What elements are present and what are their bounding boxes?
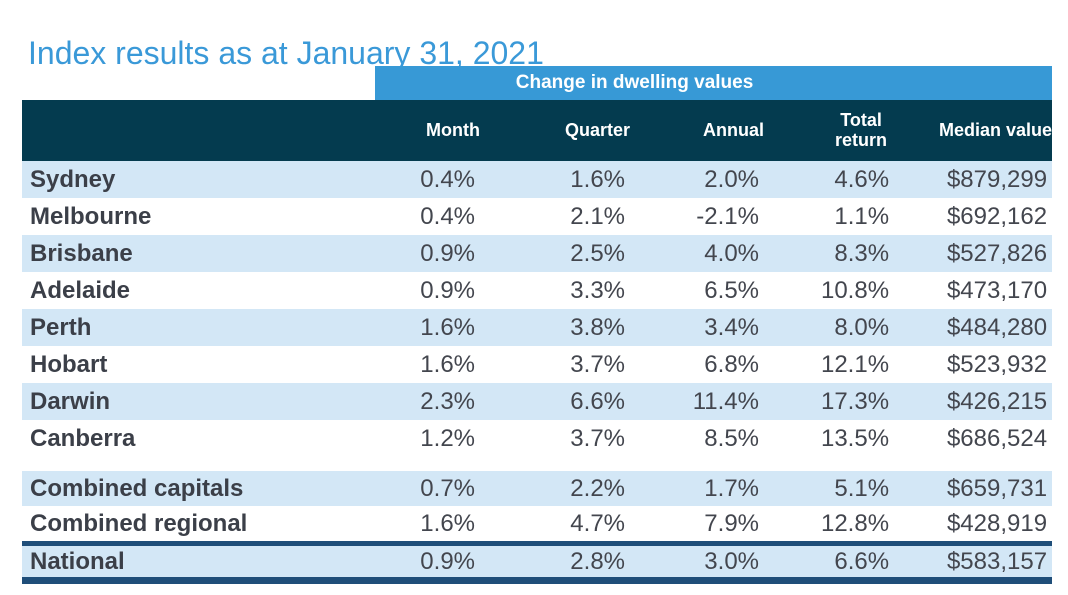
total-return-value: 12.1% <box>764 346 895 383</box>
annual-value: 6.8% <box>630 346 764 383</box>
quarter-value: 2.8% <box>480 541 630 584</box>
month-value: 1.6% <box>375 506 480 544</box>
total-return-value: 10.8% <box>764 272 895 309</box>
month-value: 0.7% <box>375 471 480 506</box>
total-return-value: 12.8% <box>764 506 895 544</box>
total-return-value: 8.3% <box>764 235 895 272</box>
page-title: Index results as at January 31, 2021 <box>28 35 544 72</box>
table-row: Adelaide 0.9% 3.3% 6.5% 10.8% $473,170 <box>22 272 1053 309</box>
header-row: Month Quarter Annual Total return Median… <box>22 100 1053 161</box>
median-value-value: $473,170 <box>894 272 1053 309</box>
table-row: Brisbane 0.9% 2.5% 4.0% 8.3% $527,826 <box>22 235 1053 272</box>
quarter-value: 4.7% <box>480 506 630 544</box>
annual-value: 11.4% <box>630 383 764 420</box>
table-row: Perth 1.6% 3.8% 3.4% 8.0% $484,280 <box>22 309 1053 346</box>
table-row: Combined capitals 0.7% 2.2% 1.7% 5.1% $659,73… <box>22 471 1053 506</box>
total-return-value: 4.6% <box>764 161 895 198</box>
annual-value: 4.0% <box>630 235 764 272</box>
row-label: Darwin <box>22 383 375 420</box>
median-value-value: $692,162 <box>894 198 1053 235</box>
spacer-row <box>22 457 1053 471</box>
column-header-annual: Annual <box>630 100 764 161</box>
median-value-value: $583,157 <box>894 541 1053 584</box>
annual-value: 3.0% <box>630 541 764 584</box>
table-row: National 0.9% 2.8% 3.0% 6.6% $583,157 <box>22 541 1053 584</box>
band-fill <box>894 66 1053 100</box>
annual-value: -2.1% <box>630 198 764 235</box>
median-value-value: $523,932 <box>894 346 1053 383</box>
quarter-value: 3.7% <box>480 346 630 383</box>
median-value-value: $686,524 <box>894 420 1053 457</box>
row-label: Hobart <box>22 346 375 383</box>
annual-value: 1.7% <box>630 471 764 506</box>
median-value-value: $484,280 <box>894 309 1053 346</box>
row-label: Combined capitals <box>22 471 375 506</box>
month-value: 1.2% <box>375 420 480 457</box>
table-band-title: Change in dwelling values <box>375 66 895 100</box>
column-header-total-return: Total return <box>764 100 895 161</box>
table-body: Sydney 0.4% 1.6% 2.0% 4.6% $879,299 Melbourne 0… <box>22 161 1053 584</box>
month-value: 0.9% <box>375 235 480 272</box>
quarter-value: 2.1% <box>480 198 630 235</box>
table-row: Combined regional 1.6% 4.7% 7.9% 12.8% $428,9… <box>22 506 1053 544</box>
median-value-value: $527,826 <box>894 235 1053 272</box>
table-row: Melbourne 0.4% 2.1% -2.1% 1.1% $692,162 <box>22 198 1053 235</box>
median-value-value: $428,919 <box>894 506 1053 544</box>
month-value: 1.6% <box>375 346 480 383</box>
row-label: Melbourne <box>22 198 375 235</box>
quarter-value: 3.8% <box>480 309 630 346</box>
table-row: Sydney 0.4% 1.6% 2.0% 4.6% $879,299 <box>22 161 1053 198</box>
annual-value: 7.9% <box>630 506 764 544</box>
month-value: 0.4% <box>375 161 480 198</box>
row-label: Sydney <box>22 161 375 198</box>
quarter-value: 6.6% <box>480 383 630 420</box>
total-return-value: 13.5% <box>764 420 895 457</box>
total-return-value: 17.3% <box>764 383 895 420</box>
column-header-quarter: Quarter <box>480 100 630 161</box>
dwelling-values-table: Change in dwelling values Month Quarter … <box>22 66 1053 584</box>
table-row: Canberra 1.2% 3.7% 8.5% 13.5% $686,524 <box>22 420 1053 457</box>
table-row: Darwin 2.3% 6.6% 11.4% 17.3% $426,215 <box>22 383 1053 420</box>
row-label: National <box>22 541 375 584</box>
quarter-value: 3.7% <box>480 420 630 457</box>
month-value: 0.4% <box>375 198 480 235</box>
quarter-value: 1.6% <box>480 161 630 198</box>
annual-value: 6.5% <box>630 272 764 309</box>
annual-value: 2.0% <box>630 161 764 198</box>
quarter-value: 2.5% <box>480 235 630 272</box>
row-label: Adelaide <box>22 272 375 309</box>
band-row: Change in dwelling values <box>22 66 1053 100</box>
total-return-value: 5.1% <box>764 471 895 506</box>
annual-value: 3.4% <box>630 309 764 346</box>
column-header-empty <box>22 100 375 161</box>
row-label: Brisbane <box>22 235 375 272</box>
total-return-value: 1.1% <box>764 198 895 235</box>
column-header-total-return-text: Total return <box>835 109 888 151</box>
total-return-value: 8.0% <box>764 309 895 346</box>
annual-value: 8.5% <box>630 420 764 457</box>
median-value-value: $659,731 <box>894 471 1053 506</box>
table-row: Hobart 1.6% 3.7% 6.8% 12.1% $523,932 <box>22 346 1053 383</box>
month-value: 1.6% <box>375 309 480 346</box>
column-header-month: Month <box>375 100 480 161</box>
row-label: Canberra <box>22 420 375 457</box>
quarter-value: 3.3% <box>480 272 630 309</box>
median-value-value: $426,215 <box>894 383 1053 420</box>
total-return-value: 6.6% <box>764 541 895 584</box>
spacer-cell <box>22 457 1053 471</box>
row-label: Combined regional <box>22 506 375 544</box>
band-left-spacer <box>22 66 375 100</box>
month-value: 2.3% <box>375 383 480 420</box>
quarter-value: 2.2% <box>480 471 630 506</box>
row-label: Perth <box>22 309 375 346</box>
month-value: 0.9% <box>375 272 480 309</box>
month-value: 0.9% <box>375 541 480 584</box>
median-value-value: $879,299 <box>894 161 1053 198</box>
column-header-median-value: Median value <box>894 100 1053 161</box>
